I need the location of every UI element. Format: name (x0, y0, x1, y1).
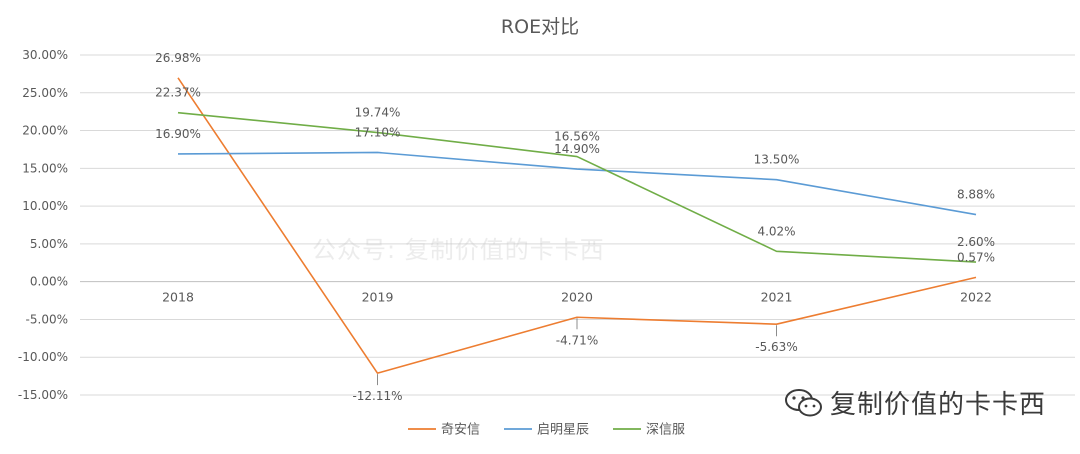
y-tick-label-9: -15.00% (18, 388, 68, 402)
y-tick-label-7: -5.00% (26, 312, 68, 326)
x-axis-ticks: 2018 2019 2020 2021 2022 (162, 290, 992, 305)
data-labels: 26.98% -12.11% -4.71% -5.63% 0.57% 16.90% 17.1… (155, 51, 995, 403)
series-line-0 (177, 77, 977, 374)
data-label-0-4: 0.57% (957, 250, 995, 264)
y-tick-label-3: 15.00% (22, 161, 68, 175)
data-label-0-0: 26.98% (155, 51, 201, 65)
data-label-2-1: 19.74% (355, 106, 401, 120)
x-tick-label-3: 2021 (761, 290, 793, 305)
data-label-2-2: 16.56% (554, 130, 600, 144)
series-lines (177, 77, 977, 374)
data-label-2-0: 22.37% (155, 86, 201, 100)
legend-label-1: 启明星辰 (537, 423, 589, 438)
x-tick-label-2: 2020 (561, 290, 593, 305)
y-tick-label-6: 0.00% (30, 275, 68, 289)
x-tick-label-1: 2019 (362, 290, 394, 305)
y-tick-label-1: 25.00% (22, 86, 68, 100)
watermark-center: 公众号: 复制价值的卡卡西 (312, 236, 605, 264)
y-tick-label-8: -10.00% (18, 350, 68, 364)
legend: 奇安信 启明星辰 深信服 (408, 422, 685, 438)
legend-label-2: 深信服 (646, 423, 685, 438)
y-axis-ticks: 30.00% 25.00% 20.00% 15.00% 10.00% 5.00% 0.00%… (18, 48, 68, 402)
y-tick-label-5: 5.00% (30, 237, 68, 251)
data-label-1-4: 8.88% (957, 188, 995, 202)
watermark-corner-text: 复制价值的卡卡西 (830, 390, 1047, 420)
x-tick-label-0: 2018 (162, 290, 194, 305)
wechat-chat-bubbles-icon (785, 388, 822, 416)
watermark-corner: 复制价值的卡卡西 (784, 384, 1046, 421)
data-label-2-3: 4.02% (757, 224, 795, 238)
data-label-2-4: 2.60% (957, 235, 995, 249)
y-tick-label-2: 20.00% (22, 124, 68, 138)
data-label-0-2: -4.71% (556, 333, 598, 347)
data-label-1-0: 16.90% (155, 127, 201, 141)
legend-label-0: 奇安信 (441, 422, 480, 438)
data-label-1-3: 13.50% (754, 153, 800, 167)
x-tick-label-4: 2022 (960, 290, 992, 305)
y-tick-label-4: 10.00% (22, 199, 68, 213)
data-label-0-1: -12.11% (352, 389, 402, 403)
series-line-1 (177, 151, 977, 216)
data-label-1-1: 17.10% (355, 125, 401, 139)
y-tick-label-0: 30.00% (22, 48, 68, 62)
data-label-1-2: 14.90% (554, 142, 600, 156)
series-line-2 (177, 111, 977, 263)
data-label-0-3: -5.63% (755, 340, 797, 354)
chart-title: ROE对比 (501, 16, 579, 38)
gridlines (80, 54, 1075, 396)
